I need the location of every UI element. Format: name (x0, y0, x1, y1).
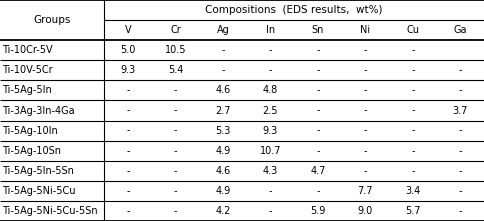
Text: -: - (410, 105, 414, 116)
Text: -: - (173, 166, 177, 176)
Text: -: - (126, 206, 130, 216)
Text: Ti-3Ag-3In-4Ga: Ti-3Ag-3In-4Ga (2, 105, 75, 116)
Text: 4.9: 4.9 (215, 146, 230, 156)
Text: Compositions  (EDS results,  wt%): Compositions (EDS results, wt%) (205, 5, 382, 15)
Text: -: - (363, 65, 366, 75)
Text: Ti-10Cr-5V: Ti-10Cr-5V (2, 45, 52, 55)
Text: 10.5: 10.5 (165, 45, 186, 55)
Text: -: - (363, 105, 366, 116)
Text: -: - (126, 166, 130, 176)
Text: 4.9: 4.9 (215, 186, 230, 196)
Text: 10.7: 10.7 (259, 146, 281, 156)
Text: -: - (458, 186, 461, 196)
Text: -: - (173, 105, 177, 116)
Text: 7.7: 7.7 (357, 186, 372, 196)
Text: -: - (410, 65, 414, 75)
Text: Cr: Cr (170, 25, 181, 35)
Text: -: - (268, 45, 272, 55)
Text: -: - (363, 126, 366, 136)
Text: -: - (316, 186, 319, 196)
Text: 5.4: 5.4 (167, 65, 183, 75)
Text: -: - (316, 45, 319, 55)
Text: Ti-5Ag-5Ni-5Cu: Ti-5Ag-5Ni-5Cu (2, 186, 76, 196)
Text: Ga: Ga (453, 25, 466, 35)
Text: Ti-5Ag-10Sn: Ti-5Ag-10Sn (2, 146, 61, 156)
Text: -: - (363, 45, 366, 55)
Text: 5.3: 5.3 (215, 126, 230, 136)
Text: -: - (126, 146, 130, 156)
Text: -: - (316, 126, 319, 136)
Text: 5.7: 5.7 (404, 206, 420, 216)
Text: -: - (410, 166, 414, 176)
Text: -: - (268, 206, 272, 216)
Text: -: - (410, 146, 414, 156)
Text: -: - (268, 65, 272, 75)
Text: -: - (316, 65, 319, 75)
Text: V: V (124, 25, 131, 35)
Text: Ti-5Ag-10In: Ti-5Ag-10In (2, 126, 58, 136)
Text: -: - (458, 206, 461, 216)
Text: Cu: Cu (406, 25, 419, 35)
Text: -: - (126, 85, 130, 95)
Text: 5.9: 5.9 (310, 206, 325, 216)
Text: Groups: Groups (33, 15, 71, 25)
Text: -: - (410, 126, 414, 136)
Text: -: - (458, 146, 461, 156)
Text: 4.6: 4.6 (215, 166, 230, 176)
Text: -: - (316, 105, 319, 116)
Text: 5.0: 5.0 (120, 45, 136, 55)
Text: Ti-5Ag-5Ni-5Cu-5Sn: Ti-5Ag-5Ni-5Cu-5Sn (2, 206, 97, 216)
Text: -: - (126, 186, 130, 196)
Text: 3.4: 3.4 (405, 186, 420, 196)
Text: Ag: Ag (216, 25, 229, 35)
Text: -: - (268, 186, 272, 196)
Text: 4.7: 4.7 (310, 166, 325, 176)
Text: Sn: Sn (311, 25, 323, 35)
Text: -: - (173, 85, 177, 95)
Text: Ti-10V-5Cr: Ti-10V-5Cr (2, 65, 52, 75)
Text: -: - (458, 166, 461, 176)
Text: -: - (458, 126, 461, 136)
Text: -: - (316, 146, 319, 156)
Text: 9.3: 9.3 (120, 65, 136, 75)
Text: 3.7: 3.7 (452, 105, 467, 116)
Text: 2.7: 2.7 (215, 105, 230, 116)
Text: -: - (316, 85, 319, 95)
Text: 2.5: 2.5 (262, 105, 278, 116)
Text: -: - (173, 186, 177, 196)
Text: Ti-5Ag-5In-5Sn: Ti-5Ag-5In-5Sn (2, 166, 74, 176)
Text: 4.2: 4.2 (215, 206, 230, 216)
Text: In: In (265, 25, 274, 35)
Text: -: - (221, 45, 224, 55)
Text: 4.3: 4.3 (262, 166, 277, 176)
Text: -: - (363, 85, 366, 95)
Text: -: - (173, 146, 177, 156)
Text: Ti-5Ag-5In: Ti-5Ag-5In (2, 85, 52, 95)
Text: -: - (458, 85, 461, 95)
Text: -: - (410, 45, 414, 55)
Text: -: - (221, 65, 224, 75)
Text: -: - (363, 146, 366, 156)
Text: 4.6: 4.6 (215, 85, 230, 95)
Text: -: - (173, 126, 177, 136)
Text: 9.3: 9.3 (262, 126, 277, 136)
Text: -: - (126, 126, 130, 136)
Text: Ni: Ni (360, 25, 370, 35)
Text: -: - (410, 85, 414, 95)
Text: -: - (173, 206, 177, 216)
Text: -: - (458, 65, 461, 75)
Text: 9.0: 9.0 (357, 206, 372, 216)
Text: -: - (363, 166, 366, 176)
Text: 4.8: 4.8 (262, 85, 277, 95)
Text: -: - (126, 105, 130, 116)
